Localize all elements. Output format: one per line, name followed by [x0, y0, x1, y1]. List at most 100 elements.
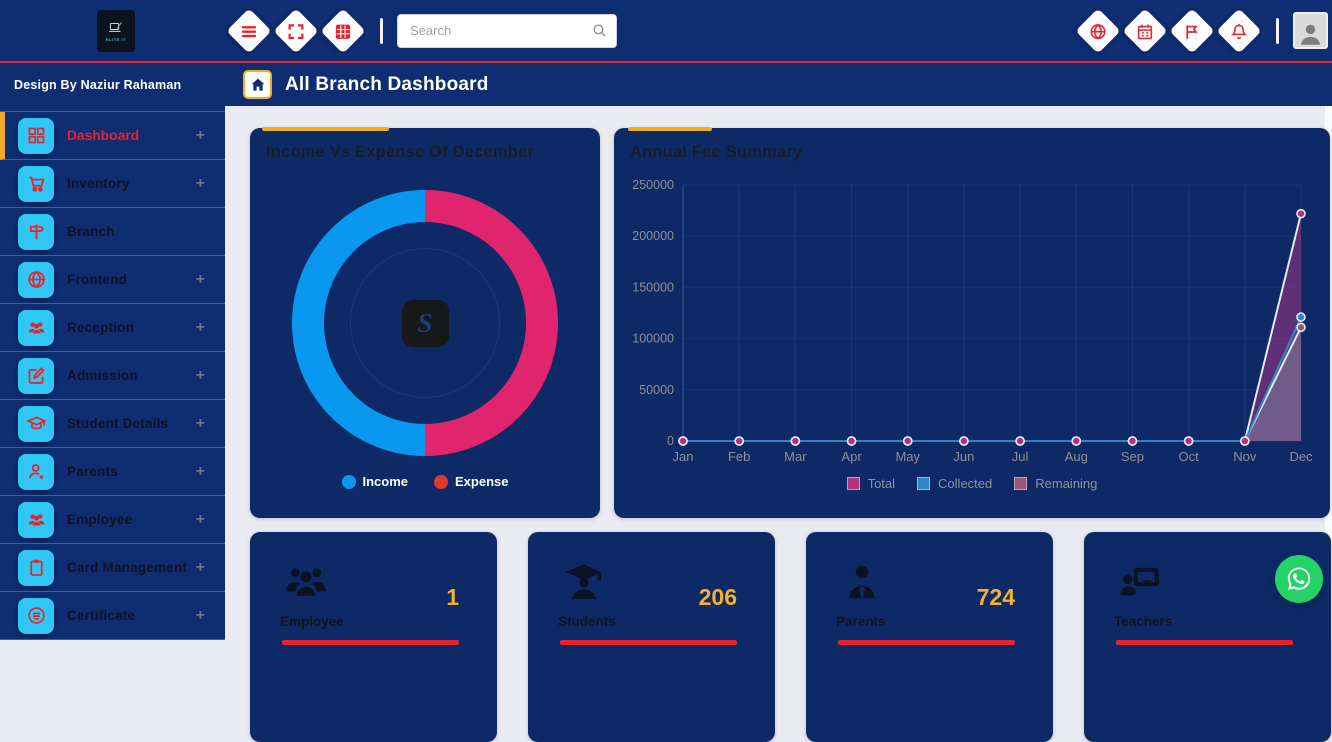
- svg-text:Apr: Apr: [841, 449, 862, 464]
- line-chart-legend: Total Collected Remaining: [614, 476, 1330, 491]
- expand-plus-icon[interactable]: +: [196, 175, 205, 193]
- cart-icon: [18, 166, 54, 202]
- svg-text:Dec: Dec: [1289, 449, 1313, 464]
- expand-plus-icon[interactable]: +: [196, 127, 205, 145]
- legend-item-expense[interactable]: Expense: [434, 474, 508, 489]
- expand-plus-icon[interactable]: +: [196, 319, 205, 337]
- donut-hole: S: [324, 222, 526, 424]
- menu-icon: [239, 21, 258, 40]
- graduation-cap-icon: [18, 406, 54, 442]
- person-add-icon: [18, 454, 54, 490]
- menu-toggle-button[interactable]: [225, 7, 272, 54]
- credit-text: Design By Naziur Rahaman: [0, 63, 225, 92]
- stat-label: Employee: [280, 614, 344, 629]
- sidebar: Design By Naziur Rahaman Dashboard+Inven…: [0, 63, 225, 640]
- topbar-right-icons: [1074, 7, 1262, 54]
- expand-plus-icon[interactable]: +: [196, 559, 205, 577]
- svg-text:Sep: Sep: [1121, 449, 1144, 464]
- sidebar-item-reception[interactable]: Reception+: [0, 304, 225, 352]
- donut-chart[interactable]: S: [292, 190, 558, 456]
- whatsapp-button[interactable]: [1275, 555, 1323, 603]
- sidebar-item-label: Certificate: [67, 608, 135, 623]
- sidebar-item-label: Student Details: [67, 416, 168, 431]
- legend-swatch: [847, 477, 860, 490]
- expand-plus-icon[interactable]: +: [196, 511, 205, 529]
- legend-item-collected[interactable]: Collected: [917, 476, 992, 491]
- certificate-icon: [18, 598, 54, 634]
- stat-label: Teachers: [1114, 614, 1172, 629]
- sidebar-item-employee[interactable]: Employee +: [0, 496, 225, 544]
- topbar-separator-right: [1276, 18, 1279, 44]
- sidebar-item-frontend[interactable]: Frontend+: [0, 256, 225, 304]
- fullscreen-button[interactable]: [272, 7, 319, 54]
- home-button[interactable]: [243, 70, 272, 99]
- sidebar-item-inventory[interactable]: Inventory+: [0, 160, 225, 208]
- legend-label: Remaining: [1035, 476, 1097, 491]
- topbar: ELITE IT: [0, 0, 1332, 63]
- expand-plus-icon[interactable]: +: [196, 463, 205, 481]
- sidebar-item-dashboard[interactable]: Dashboard +: [0, 112, 225, 160]
- sidebar-item-admission[interactable]: Admission+: [0, 352, 225, 400]
- grid-table-icon: [333, 21, 352, 40]
- stat-progress-bar: [838, 640, 1015, 645]
- svg-text:Oct: Oct: [1179, 449, 1200, 464]
- search-input[interactable]: [397, 14, 617, 48]
- flag-icon: [1182, 21, 1201, 40]
- line-chart-title: Annual Fee Summary: [614, 128, 1330, 162]
- legend-label: Expense: [455, 474, 508, 489]
- expand-plus-icon[interactable]: +: [196, 367, 205, 385]
- logo-text: ELITE IT: [106, 37, 126, 42]
- sidebar-item-label: Dashboard: [67, 128, 139, 143]
- home-icon: [249, 76, 267, 94]
- legend-dot: [342, 475, 356, 489]
- stat-label: Parents: [836, 614, 886, 629]
- svg-text:Jul: Jul: [1012, 449, 1029, 464]
- globe-icon: [1088, 21, 1107, 40]
- calendar-button[interactable]: [1121, 7, 1168, 54]
- svg-text:May: May: [895, 449, 920, 464]
- sidebar-item-parents[interactable]: Parents +: [0, 448, 225, 496]
- laptop-rocket-icon: [105, 19, 127, 37]
- flag-button[interactable]: [1168, 7, 1215, 54]
- sidebar-item-card-management[interactable]: Card Management+: [0, 544, 225, 592]
- legend-label: Collected: [938, 476, 992, 491]
- stat-value: 1: [446, 584, 459, 611]
- sidebar-item-label: Parents: [67, 464, 118, 479]
- legend-label: Income: [363, 474, 409, 489]
- topbar-separator: [380, 18, 383, 44]
- stat-progress-bar: [560, 640, 737, 645]
- expand-plus-icon[interactable]: +: [196, 607, 205, 625]
- language-button[interactable]: [1074, 7, 1121, 54]
- svg-text:200000: 200000: [632, 229, 674, 243]
- grid-table-button[interactable]: [319, 7, 366, 54]
- avatar[interactable]: [1293, 12, 1328, 49]
- app-logo[interactable]: ELITE IT: [97, 10, 135, 52]
- expand-plus-icon[interactable]: +: [196, 415, 205, 433]
- svg-text:Nov: Nov: [1233, 449, 1257, 464]
- teacher-icon: [1114, 559, 1166, 605]
- legend-item-total[interactable]: Total: [847, 476, 895, 491]
- sidebar-item-label: Branch: [67, 224, 115, 239]
- sidebar-item-certificate[interactable]: Certificate +: [0, 592, 225, 640]
- calendar-icon: [1135, 21, 1154, 40]
- search-icon: [591, 22, 608, 39]
- legend-item-remaining[interactable]: Remaining: [1014, 476, 1097, 491]
- dashboard-grid-icon: [18, 118, 54, 154]
- sidebar-item-label: Employee: [67, 512, 132, 527]
- sidebar-item-student-details[interactable]: Student Details +: [0, 400, 225, 448]
- legend-item-income[interactable]: Income: [342, 474, 409, 489]
- parent-icon: [836, 559, 888, 605]
- svg-text:Mar: Mar: [784, 449, 807, 464]
- svg-text:50000: 50000: [639, 383, 674, 397]
- expand-plus-icon[interactable]: +: [196, 271, 205, 289]
- sidebar-item-branch[interactable]: Branch: [0, 208, 225, 256]
- stat-card-employee[interactable]: 1 Employee: [250, 532, 497, 742]
- notifications-button[interactable]: [1215, 7, 1262, 54]
